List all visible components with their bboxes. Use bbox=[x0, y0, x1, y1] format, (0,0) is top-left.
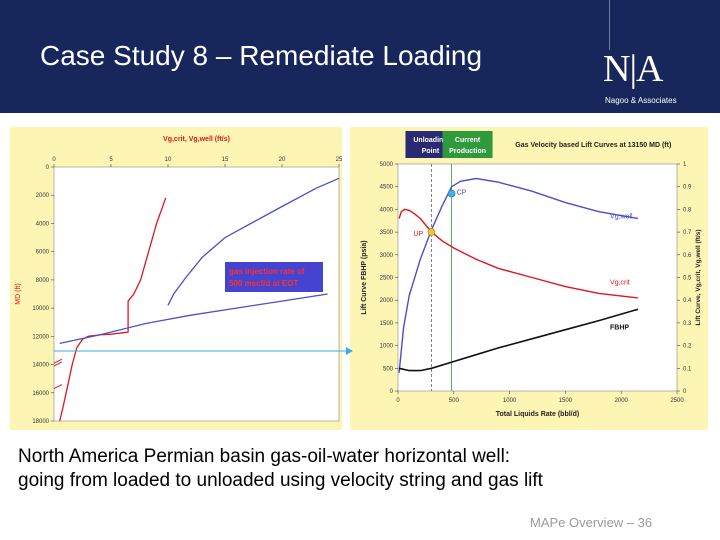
left-y-tick-label: 8000 bbox=[36, 278, 50, 284]
logo-mark: N|A bbox=[603, 48, 663, 90]
right-y2-tick-label: 0.7 bbox=[683, 230, 692, 236]
left-plot-area bbox=[53, 166, 340, 422]
right-x-tick-label: 2500 bbox=[670, 398, 684, 404]
vg-well-label: Vg,well bbox=[610, 213, 633, 220]
left-x-tick-label: 20 bbox=[279, 157, 286, 163]
left-x-tick-label: 0 bbox=[52, 157, 56, 163]
right-x-tick-label: 1000 bbox=[503, 398, 517, 404]
caption-line-2: going from loaded to unloaded using velo… bbox=[18, 470, 543, 491]
left-series-line bbox=[167, 177, 340, 306]
right-y2-tick-label: 1 bbox=[683, 162, 687, 168]
left-annotation-line-2: 500 mscf/d at EOT bbox=[229, 279, 298, 288]
right-y2-tick-label: 0.2 bbox=[683, 344, 692, 350]
right-x-tick-label: 1500 bbox=[559, 398, 573, 404]
logo: N|A Nagoo & Associates bbox=[595, 0, 690, 113]
right-y2-axis-label: Lift Curve, Vg,crit, Vg,well (ft/s) bbox=[695, 229, 702, 325]
vg-crit-label: Vg,crit bbox=[610, 279, 630, 286]
left-x-tick-label: 25 bbox=[336, 157, 343, 163]
right-y2-tick-label: 0.9 bbox=[683, 185, 692, 191]
footer-page-label: MAPe Overview – 36 bbox=[530, 515, 653, 530]
left-y-tick-label: 6000 bbox=[36, 250, 50, 256]
right-series-line bbox=[398, 177, 639, 373]
logo-rule bbox=[609, 0, 610, 50]
right-y-tick-label: 0 bbox=[390, 389, 394, 395]
left-y-tick-label: 10000 bbox=[32, 306, 49, 312]
right-y-tick-label: 3000 bbox=[380, 253, 394, 259]
current-production-label-1: Current bbox=[455, 137, 481, 144]
right-y-tick-label: 3500 bbox=[380, 230, 394, 236]
left-depth-marker bbox=[53, 361, 63, 367]
left-y-tick-label: 14000 bbox=[32, 363, 49, 369]
right-y2-tick-label: 0 bbox=[683, 389, 687, 395]
right-y2-tick-label: 0.6 bbox=[683, 253, 692, 259]
right-y-axis-label: Lift Curve FBHP (psia) bbox=[361, 240, 368, 314]
left-chart-title: Vg,crit, Vg,well (ft/s) bbox=[163, 136, 230, 143]
left-depth-marker bbox=[53, 358, 63, 364]
left-series-line bbox=[59, 293, 328, 345]
right-y-tick-label: 1000 bbox=[380, 344, 394, 350]
connector-layer bbox=[54, 347, 353, 355]
chart-composite: 0 5 10 15 20 25020004000600080001000012000140… bbox=[10, 127, 708, 430]
right-x-tick-label: 2000 bbox=[615, 398, 629, 404]
fbhp-label: FBHP bbox=[610, 325, 629, 332]
left-x-tick-label: 5 bbox=[109, 157, 113, 163]
lift-curve-chart: 0 500 1000 1500 2000 2500 0 500 1000 1500 2000 2500… bbox=[350, 127, 708, 430]
right-plot-area bbox=[397, 163, 678, 392]
right-x-tick-label: 0 bbox=[396, 398, 400, 404]
slide-caption: North America Permian basin gas-oil-wate… bbox=[18, 445, 708, 493]
right-y2-tick-label: 0.4 bbox=[683, 298, 692, 304]
right-y-tick-label: 2500 bbox=[380, 276, 394, 282]
up-marker bbox=[427, 228, 436, 236]
right-x-tick-label: 500 bbox=[449, 398, 460, 404]
left-y-axis-label: MD (ft) bbox=[15, 283, 22, 304]
left-x-tick-label: 10 bbox=[165, 157, 172, 163]
current-production-label-2: Production bbox=[449, 148, 486, 155]
left-y-tick-label: 16000 bbox=[32, 391, 49, 397]
depth-velocity-chart: 0 5 10 15 20 25 0 2000 4000 6000 8000 10000 12000 140… bbox=[10, 127, 343, 430]
right-chart-title: Gas Velocity based Lift Curves at 13150 … bbox=[515, 142, 671, 149]
left-y-tick-label: 18000 bbox=[32, 419, 49, 425]
cp-marker bbox=[447, 189, 456, 198]
right-y2-tick-label: 0.5 bbox=[683, 276, 692, 282]
current-production-box bbox=[442, 131, 493, 158]
right-series-line bbox=[398, 208, 638, 299]
right-x-axis-label: Total Liquids Rate (bbl/d) bbox=[496, 411, 579, 418]
slide-header bbox=[0, 0, 720, 113]
unloading-point-label-1: Unloading bbox=[413, 137, 447, 144]
left-y-tick-label: 2000 bbox=[36, 193, 50, 199]
left-annotation-box bbox=[225, 262, 323, 292]
up-label: UP bbox=[413, 231, 423, 238]
left-y-tick-label: 4000 bbox=[36, 221, 50, 227]
right-series-line bbox=[398, 308, 639, 372]
caption-line-1: North America Permian basin gas-oil-wate… bbox=[18, 446, 511, 467]
left-depth-marker bbox=[53, 384, 63, 389]
left-y-tick-label: 12000 bbox=[32, 334, 49, 340]
logo-subtitle: Nagoo & Associates bbox=[605, 96, 677, 105]
right-y2-tick-label: 0.1 bbox=[683, 366, 692, 372]
right-y-tick-label: 500 bbox=[383, 366, 394, 372]
left-y-tick-label: 0 bbox=[46, 165, 50, 171]
right-y-tick-label: 2000 bbox=[380, 298, 394, 304]
slide-title: Case Study 8 – Remediate Loading bbox=[40, 40, 483, 71]
left-x-tick-label: 15 bbox=[222, 157, 229, 163]
right-y-tick-label: 5000 bbox=[380, 162, 394, 168]
depth-link-arrow bbox=[346, 347, 353, 355]
right-y2-tick-label: 0.8 bbox=[683, 207, 692, 213]
left-annotation-line-1: gas injection rate of bbox=[229, 267, 305, 276]
right-y-tick-label: 4500 bbox=[380, 185, 394, 191]
left-series-line bbox=[59, 197, 167, 422]
right-y-tick-label: 4000 bbox=[380, 207, 394, 213]
right-y2-tick-label: 0.3 bbox=[683, 321, 692, 327]
unloading-point-label-2: Point bbox=[422, 148, 440, 155]
right-y-tick-label: 1500 bbox=[380, 321, 394, 327]
cp-label: CP bbox=[457, 190, 467, 197]
